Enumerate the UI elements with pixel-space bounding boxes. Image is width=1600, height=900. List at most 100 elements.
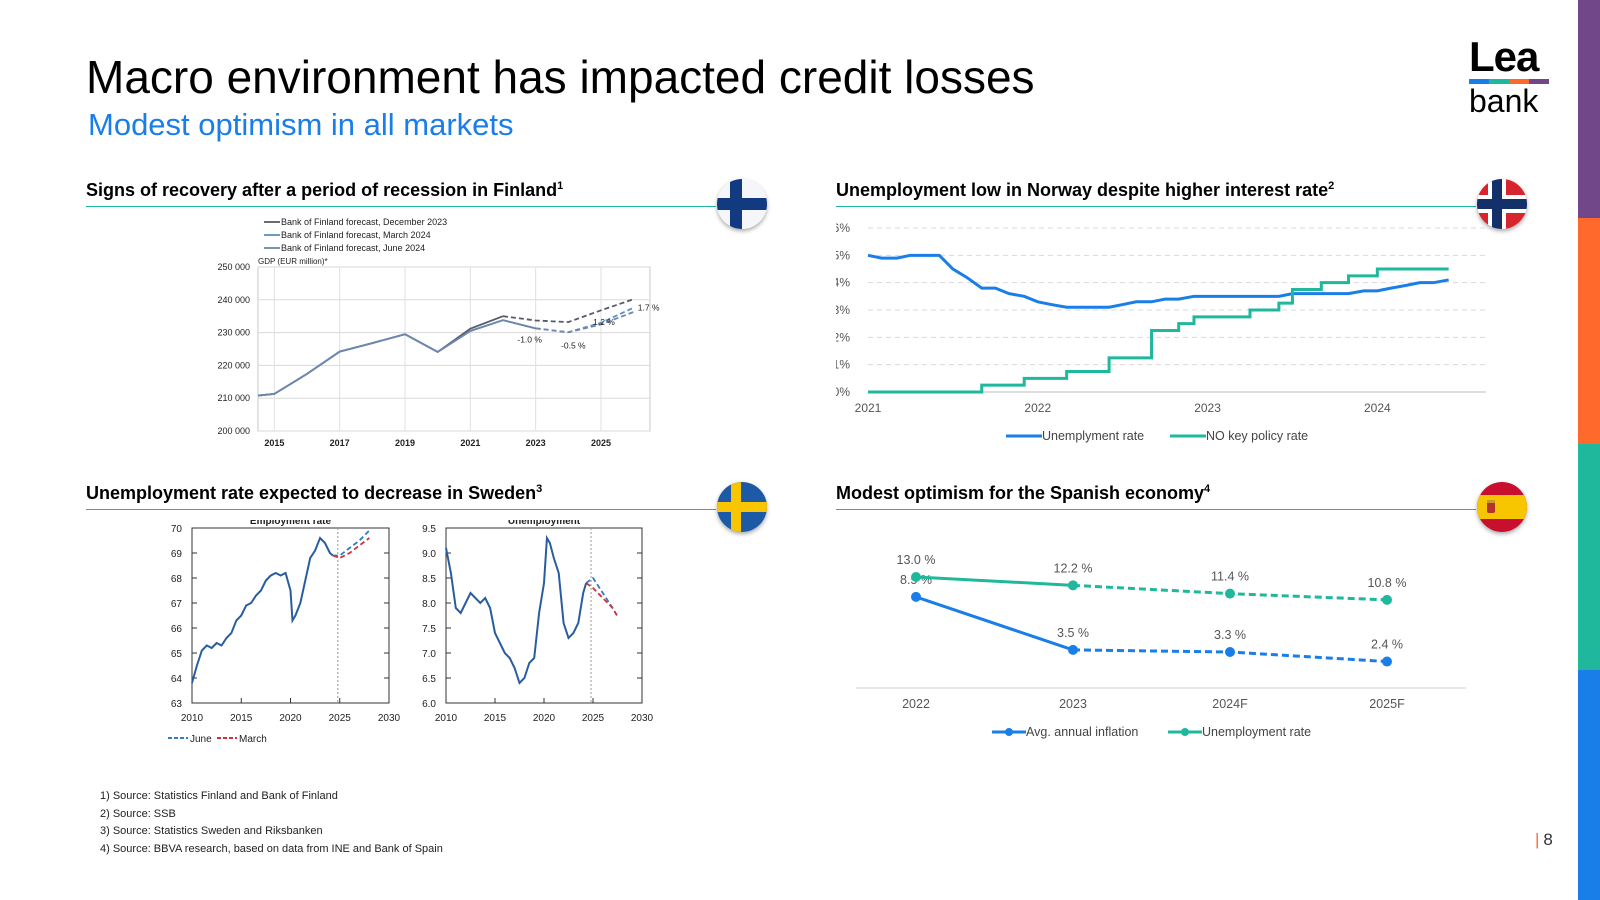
y-tick-label: 4%	[836, 276, 850, 290]
plot-frame	[445, 527, 643, 704]
series-forecast-line	[535, 311, 634, 334]
legend-label: Avg. annual inflation	[1026, 725, 1138, 739]
data-point	[1382, 656, 1392, 667]
series-line	[257, 319, 536, 397]
panel-rule-finland	[86, 206, 716, 207]
y-tick-label: 67	[171, 599, 183, 610]
x-tick-label: 2025	[591, 438, 611, 448]
x-tick-label: 2024F	[1212, 697, 1248, 711]
x-tick-label: 2023	[1194, 401, 1221, 415]
spain-flag-icon	[1477, 482, 1527, 532]
legend-label: Unemployment rate	[1202, 725, 1311, 739]
y-tick-label: 250 000	[217, 262, 250, 272]
chart-title: Unemployment	[508, 520, 581, 527]
x-tick-label: 2025	[582, 713, 605, 724]
panel-title-spain: Modest optimism for the Spanish economy4	[836, 483, 1211, 503]
series-line	[332, 537, 370, 559]
y-tick-label: 200 000	[217, 426, 250, 436]
data-point	[1382, 594, 1392, 605]
series-line	[191, 536, 334, 684]
y-tick-label: 63	[171, 699, 183, 710]
y-axis-label: GDP (EUR million)*	[258, 257, 328, 266]
x-tick-label: 2010	[435, 713, 458, 724]
series-line	[868, 267, 1449, 394]
y-tick-label: 9.0	[422, 549, 436, 560]
x-tick-label: 2025F	[1369, 697, 1405, 711]
brand-stripe-blue	[1578, 670, 1600, 900]
panel-title-sweden: Unemployment rate expected to decrease i…	[86, 483, 543, 503]
series-line	[332, 529, 370, 557]
data-label: 3.3 %	[1214, 628, 1246, 642]
series-line	[915, 595, 1074, 652]
data-point	[1068, 644, 1078, 655]
x-tick-label: 2021	[460, 438, 480, 448]
y-tick-label: 7.5	[422, 624, 436, 635]
legend-label: Unemplyment rate	[1042, 429, 1144, 443]
y-tick-label: 9.5	[422, 524, 436, 535]
legend-marker	[1181, 728, 1189, 736]
x-tick-label: 2025	[329, 713, 352, 724]
x-tick-label: 2023	[1059, 697, 1087, 711]
data-point	[911, 591, 921, 602]
footnote: 2) Source: SSB	[100, 807, 176, 820]
sweden-flag-icon	[717, 482, 767, 532]
brand-stripe-teal	[1578, 444, 1600, 670]
page-subtitle: Modest optimism in all markets	[88, 107, 514, 142]
legend-label: Bank of Finland forecast, March 2024	[281, 230, 431, 240]
series-line	[585, 582, 620, 619]
data-label: 11.4 %	[1211, 570, 1249, 584]
y-tick-label: 65	[171, 649, 183, 660]
norway-unemployment-chart: 0% 1% 2% 3% 4% 5% 6% 2021 2022 2023 2024 Unemplymen…	[836, 221, 1486, 443]
y-tick-label: 6.5	[422, 674, 436, 685]
y-tick-label: 70	[171, 524, 183, 535]
logo-lea-text: Lea	[1469, 33, 1539, 80]
y-tick-label: 1%	[836, 358, 850, 372]
data-point	[1068, 580, 1078, 591]
y-tick-label: 220 000	[217, 360, 250, 370]
data-annotation: -1.0 %	[517, 334, 542, 344]
y-tick-label: 8.0	[422, 599, 436, 610]
panel-title-finland: Signs of recovery after a period of rece…	[86, 180, 564, 200]
plot-area	[257, 266, 651, 432]
x-tick-label: 2015	[484, 713, 507, 724]
y-tick-label: 7.0	[422, 649, 436, 660]
legend-label: Bank of Finland forecast, December 2023	[281, 217, 447, 227]
x-tick-label: 2020	[533, 713, 556, 724]
x-tick-label: 2030	[631, 713, 654, 724]
data-point	[1225, 588, 1235, 599]
panel-rule-norway	[836, 206, 1476, 207]
x-tick-label: 2017	[330, 438, 350, 448]
y-tick-label: 5%	[836, 248, 850, 262]
data-annotation: 1.2 %	[593, 317, 615, 327]
x-tick-label: 2024	[1364, 401, 1391, 415]
panel-rule-sweden	[86, 509, 716, 510]
data-label: 13.0 %	[897, 553, 936, 567]
legend-label: Bank of Finland forecast, June 2024	[281, 243, 425, 253]
y-tick-label: 6%	[836, 221, 850, 235]
finland-flag-icon	[717, 179, 767, 229]
y-tick-label: 68	[171, 574, 183, 585]
y-tick-label: 69	[171, 549, 183, 560]
x-tick-label: 2020	[279, 713, 302, 724]
lea-bank-logo: Lea bank	[1469, 33, 1551, 127]
page-number: | 8	[1535, 830, 1553, 849]
x-tick-label: 2019	[395, 438, 415, 448]
series-forecast-line	[502, 298, 634, 324]
sweden-charts: Employment rate 63 64 65 66 67 68 69 70 2010 2015 2…	[168, 520, 654, 745]
y-tick-label: 0%	[836, 385, 850, 399]
legend-label: June	[190, 734, 212, 745]
brand-stripe-purple	[1578, 0, 1600, 218]
logo-bank-text: bank	[1469, 83, 1539, 119]
legend-label: March	[239, 734, 267, 745]
y-tick-label: 3%	[836, 303, 850, 317]
x-tick-label: 2022	[1024, 401, 1051, 415]
legend-label: NO key policy rate	[1206, 429, 1308, 443]
data-label: 10.8 %	[1368, 576, 1407, 590]
footnote: 1) Source: Statistics Finland and Bank o…	[100, 790, 338, 802]
footnote: 4) Source: BBVA research, based on data …	[100, 842, 443, 855]
y-tick-label: 66	[171, 624, 183, 635]
legend-marker	[1005, 728, 1013, 736]
footnotes: 1) Source: Statistics Finland and Bank o…	[100, 788, 443, 858]
chart-title: Employment rate	[250, 520, 332, 527]
